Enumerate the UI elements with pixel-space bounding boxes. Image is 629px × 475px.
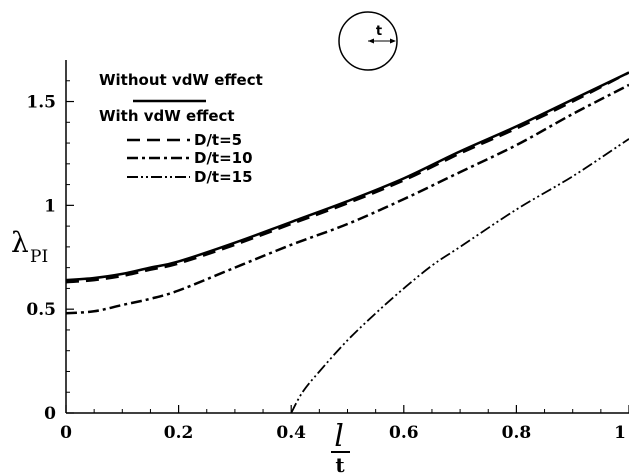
legend-style-without-vdw: Without vdW effect xyxy=(99,71,263,89)
x-axis-label-numerator: l xyxy=(334,419,344,454)
x-tick-label: 0.8 xyxy=(502,423,532,443)
x-tick-label: 0.2 xyxy=(164,423,194,443)
inset-arrowhead-left xyxy=(368,38,374,44)
series-lines xyxy=(65,71,629,414)
y-axis-label: λ PI xyxy=(11,226,48,267)
legend-label-dt5: D/t=5 xyxy=(194,131,242,149)
x-tick-label: 1 xyxy=(614,423,626,443)
legend-label-dt15: D/t=15 xyxy=(194,168,253,186)
x-tick-label: 0 xyxy=(60,423,72,443)
y-axis-label-sub: PI xyxy=(30,247,48,267)
y-tick-label: 1 xyxy=(44,196,56,216)
y-tick-label: 0 xyxy=(44,404,56,424)
inset-diagram: t xyxy=(338,11,398,71)
series-line-2 xyxy=(65,71,629,284)
series-line-1 xyxy=(65,71,629,282)
series-line-4 xyxy=(290,138,629,414)
x-axis-label-denominator: t xyxy=(335,453,345,475)
legend-label-dt10: D/t=10 xyxy=(194,149,253,167)
inset-arrowhead-right xyxy=(390,38,396,44)
x-tick-label: 0.6 xyxy=(389,423,419,443)
series-line-3 xyxy=(65,83,629,315)
y-axis-label-main: λ xyxy=(11,226,29,259)
y-tick-label: 1.5 xyxy=(26,93,56,113)
plot-area: 0 0.2 0.4 0.6 0.8 1 0 0.5 1 1.5 xyxy=(26,60,629,443)
legend: Without vdW effect With vdW effect D/t=5… xyxy=(99,71,263,186)
inset-label: t xyxy=(376,24,382,39)
x-ticks: 0 0.2 0.4 0.6 0.8 1 xyxy=(60,405,629,443)
legend-style-with-vdw: With vdW effect xyxy=(99,107,235,125)
y-tick-label: 0.5 xyxy=(26,300,56,320)
x-tick-label: 0.4 xyxy=(276,423,306,443)
y-ticks: 0 0.5 1 1.5 xyxy=(26,80,74,424)
inset-circle xyxy=(338,11,398,71)
x-axis-label: l t xyxy=(331,419,350,475)
